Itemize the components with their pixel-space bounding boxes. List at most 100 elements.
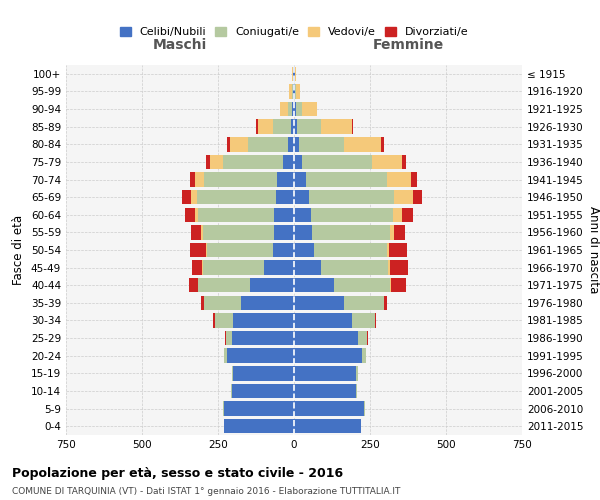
Bar xyxy=(402,154,406,169)
Bar xyxy=(190,172,195,186)
Bar xyxy=(205,172,277,186)
Bar xyxy=(390,225,394,240)
Bar xyxy=(294,172,306,186)
Bar xyxy=(224,348,227,363)
Bar xyxy=(198,278,250,292)
Bar xyxy=(233,314,294,328)
Bar xyxy=(322,120,352,134)
Bar xyxy=(232,384,294,398)
Bar xyxy=(288,102,292,117)
Bar xyxy=(224,419,294,434)
Bar xyxy=(288,137,294,152)
Bar xyxy=(402,208,413,222)
Bar xyxy=(391,278,406,292)
Bar xyxy=(344,137,380,152)
Bar xyxy=(311,208,393,222)
Bar xyxy=(292,102,294,117)
Bar xyxy=(191,190,197,204)
Bar xyxy=(295,66,296,81)
Bar xyxy=(263,260,294,275)
Bar xyxy=(248,137,288,152)
Bar xyxy=(257,120,273,134)
Bar xyxy=(390,278,391,292)
Bar xyxy=(225,331,226,345)
Bar xyxy=(413,190,422,204)
Bar xyxy=(314,243,387,257)
Bar xyxy=(226,331,232,345)
Bar xyxy=(223,154,283,169)
Bar xyxy=(223,402,224,416)
Bar xyxy=(393,208,402,222)
Bar xyxy=(233,366,294,380)
Bar xyxy=(197,190,276,204)
Bar xyxy=(294,190,309,204)
Legend: Celibi/Nubili, Coniugati/e, Vedovi/e, Divorziati/e: Celibi/Nubili, Coniugati/e, Vedovi/e, Di… xyxy=(115,22,473,42)
Bar xyxy=(182,190,191,204)
Bar xyxy=(203,225,274,240)
Bar xyxy=(224,402,294,416)
Text: Femmine: Femmine xyxy=(373,38,443,52)
Bar xyxy=(387,243,389,257)
Bar xyxy=(356,366,358,380)
Bar xyxy=(211,154,223,169)
Bar xyxy=(256,120,257,134)
Bar xyxy=(291,120,294,134)
Bar xyxy=(205,296,241,310)
Bar xyxy=(294,154,302,169)
Bar xyxy=(231,384,232,398)
Bar xyxy=(309,190,394,204)
Bar xyxy=(296,84,301,98)
Bar xyxy=(295,84,296,98)
Bar xyxy=(206,243,208,257)
Bar xyxy=(294,84,295,98)
Bar xyxy=(297,120,322,134)
Bar xyxy=(294,419,361,434)
Bar xyxy=(198,208,274,222)
Bar xyxy=(208,243,273,257)
Bar xyxy=(294,208,311,222)
Bar xyxy=(380,137,383,152)
Bar xyxy=(358,331,367,345)
Bar xyxy=(292,66,293,81)
Bar xyxy=(292,84,293,98)
Bar xyxy=(197,278,198,292)
Bar xyxy=(232,331,294,345)
Bar xyxy=(232,366,233,380)
Bar xyxy=(294,278,334,292)
Bar xyxy=(294,225,312,240)
Bar xyxy=(277,172,294,186)
Bar xyxy=(294,384,356,398)
Bar xyxy=(289,84,292,98)
Bar xyxy=(344,296,383,310)
Bar xyxy=(302,102,317,117)
Bar xyxy=(367,331,368,345)
Bar xyxy=(383,296,384,310)
Text: Popolazione per età, sesso e stato civile - 2016: Popolazione per età, sesso e stato civil… xyxy=(12,468,343,480)
Bar xyxy=(394,190,413,204)
Bar xyxy=(294,120,297,134)
Bar xyxy=(273,120,291,134)
Bar xyxy=(195,172,205,186)
Bar xyxy=(294,314,352,328)
Text: Maschi: Maschi xyxy=(153,38,207,52)
Bar xyxy=(294,348,362,363)
Bar xyxy=(227,137,230,152)
Bar xyxy=(227,348,294,363)
Bar xyxy=(371,154,402,169)
Y-axis label: Anni di nascita: Anni di nascita xyxy=(587,206,600,294)
Bar xyxy=(364,402,365,416)
Bar xyxy=(352,314,374,328)
Bar xyxy=(294,260,322,275)
Bar xyxy=(296,102,302,117)
Bar xyxy=(293,66,294,81)
Bar xyxy=(306,172,387,186)
Bar xyxy=(185,208,195,222)
Bar xyxy=(362,348,366,363)
Bar xyxy=(294,102,296,117)
Bar xyxy=(387,172,411,186)
Bar xyxy=(411,172,417,186)
Bar xyxy=(215,314,233,328)
Bar xyxy=(394,225,405,240)
Text: COMUNE DI TARQUINIA (VT) - Dati ISTAT 1° gennaio 2016 - Elaborazione TUTTITALIA.: COMUNE DI TARQUINIA (VT) - Dati ISTAT 1°… xyxy=(12,486,400,496)
Bar xyxy=(384,296,388,310)
